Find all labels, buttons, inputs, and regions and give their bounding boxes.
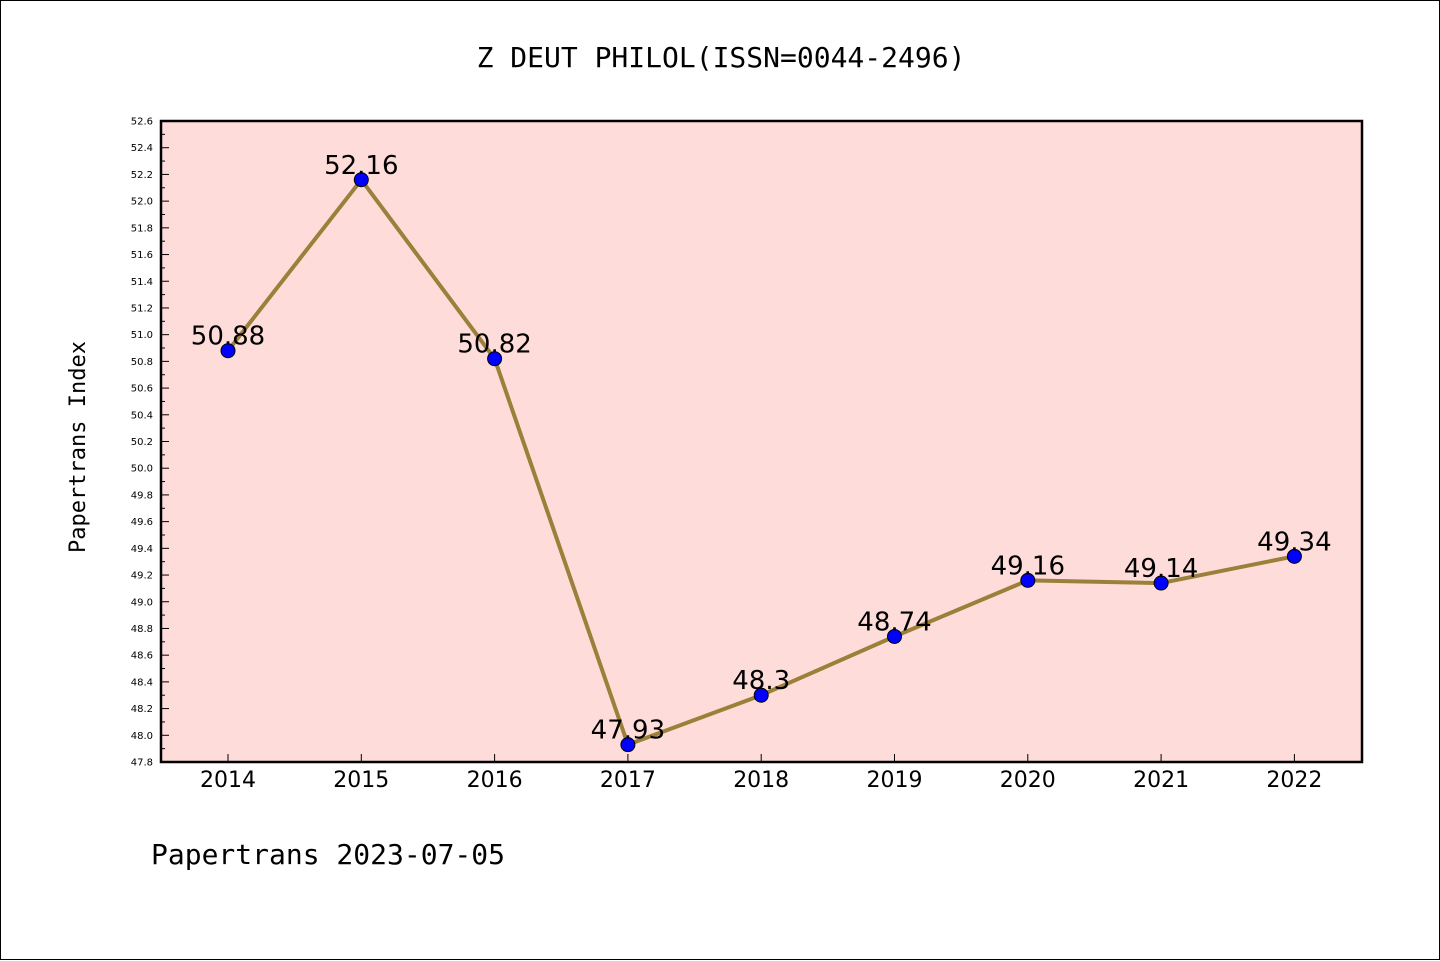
data-point: [620, 737, 636, 753]
x-axis: 2014 2015 2016 2017 2018 2019 2020 2021 2022: [200, 754, 1322, 793]
y-tick-label: 51.8: [131, 223, 153, 234]
y-tick-label: 48.8: [131, 624, 153, 635]
data-label: 49.16: [991, 551, 1065, 581]
y-axis: 47.8 48.0 48.2 48.4 48.6 48.8 49.0 49.2 49.4 49.6…: [131, 117, 169, 769]
y-tick-label: 49.6: [131, 517, 153, 528]
data-label: 50.88: [191, 322, 265, 352]
data-point: [220, 343, 236, 359]
x-tick-label: 2022: [1266, 768, 1322, 793]
footer-text: Papertrans 2023-07-05: [151, 838, 505, 871]
x-tick-label: 2019: [867, 768, 923, 793]
data-point: [353, 172, 369, 188]
x-tick-label: 2016: [467, 768, 523, 793]
x-tick-label: 2017: [600, 768, 656, 793]
y-tick-label: 49.0: [131, 597, 153, 608]
x-tick-label: 2015: [333, 768, 389, 793]
series-group: 50.88 52.16 50.82 47.93 48.3 48.74 49.16 49.14 4…: [191, 151, 1332, 753]
y-tick-label: 52.2: [131, 170, 153, 181]
data-point: [887, 628, 902, 644]
data-point: [1286, 548, 1302, 564]
data-label: 48.3: [732, 666, 790, 696]
y-tick-label: 47.8: [131, 758, 153, 769]
data-point: [1020, 572, 1036, 588]
x-tick-label: 2014: [200, 768, 256, 793]
y-tick-label: 52.6: [131, 117, 153, 128]
y-tick-label: 51.2: [131, 303, 153, 314]
y-tick-label: 49.8: [131, 490, 153, 501]
data-point: [753, 687, 769, 703]
chart-title: Z DEUT PHILOL(ISSN=0044-2496): [477, 41, 966, 74]
y-tick-label: 48.0: [131, 731, 153, 742]
y-tick-label: 50.2: [131, 437, 153, 448]
y-tick-label: 50.0: [131, 464, 153, 475]
y-tick-label: 48.6: [131, 651, 153, 662]
y-tick-label: 50.4: [131, 410, 153, 421]
y-tick-label: 50.6: [131, 384, 153, 395]
y-tick-label: 51.6: [131, 250, 153, 261]
data-label: 49.14: [1124, 554, 1198, 584]
data-point: [1153, 575, 1169, 591]
y-axis-label: Papertrans Index: [66, 341, 91, 553]
data-label: 50.82: [457, 330, 531, 360]
data-label: 47.93: [591, 716, 665, 746]
data-point: [487, 351, 503, 367]
y-tick-label: 48.4: [131, 677, 153, 688]
y-tick-label: 49.4: [131, 544, 153, 555]
data-label: 48.74: [857, 607, 931, 637]
y-tick-label: 51.0: [131, 330, 153, 341]
plot-area: [161, 121, 1362, 762]
data-label: 49.34: [1257, 527, 1331, 557]
y-tick-label: 51.4: [131, 277, 153, 288]
x-tick-label: 2018: [733, 768, 789, 793]
y-tick-label: 50.8: [131, 357, 153, 368]
plot-border: [159, 119, 1364, 764]
y-tick-label: 52.0: [131, 197, 153, 208]
y-tick-label: 49.2: [131, 571, 153, 582]
y-tick-label: 52.4: [131, 143, 153, 154]
data-label: 52.16: [324, 151, 398, 181]
x-tick-label: 2020: [1000, 768, 1056, 793]
y-tick-label: 48.2: [131, 704, 153, 715]
x-tick-label: 2021: [1133, 768, 1189, 793]
